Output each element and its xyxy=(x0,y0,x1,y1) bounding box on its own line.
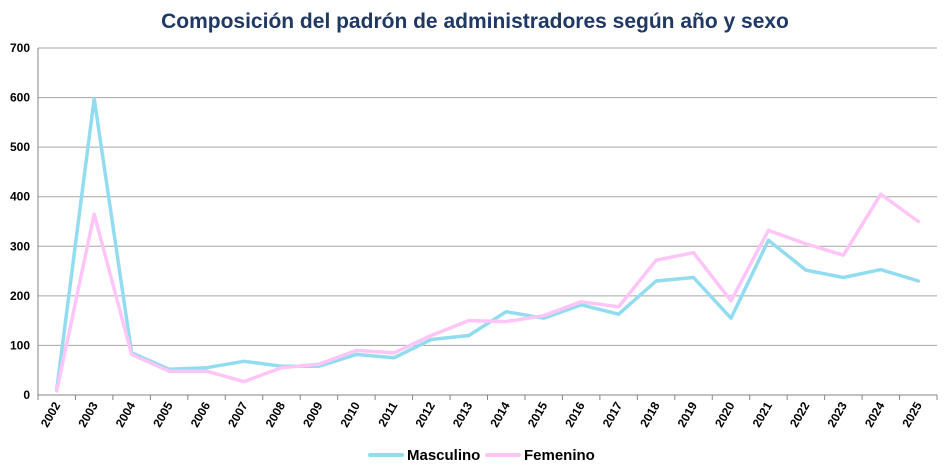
x-tick-label: 2022 xyxy=(787,399,813,429)
x-tick-label: 2021 xyxy=(750,399,776,429)
y-axis-tick-labels: 0 100 200 300 400 500 600 700 xyxy=(10,41,30,402)
x-axis-tick-labels: 2002 2003 2004 2005 2006 2007 2008 2009 2010 2011… xyxy=(38,399,925,429)
x-tick-label: 2005 xyxy=(150,399,176,429)
series-line-masculino xyxy=(54,96,921,392)
x-tick-label: 2003 xyxy=(75,399,101,429)
x-tick-label: 2008 xyxy=(263,399,289,429)
x-tick-label: 2006 xyxy=(188,399,214,429)
chart-title: Composición del padrón de administradore… xyxy=(161,10,789,33)
y-tick-label: 200 xyxy=(10,289,30,303)
x-tick-label: 2024 xyxy=(862,399,888,429)
gridlines xyxy=(37,47,938,400)
x-tick-label: 2014 xyxy=(487,399,513,429)
x-tick-label: 2020 xyxy=(712,399,738,429)
x-tick-label: 2017 xyxy=(600,399,626,429)
x-tick-label: 2010 xyxy=(338,399,364,429)
x-tick-label: 2002 xyxy=(38,399,64,429)
x-tick-label: 2015 xyxy=(525,399,551,429)
y-tick-label: 300 xyxy=(10,239,30,253)
x-tick-label: 2023 xyxy=(824,399,850,429)
x-tick-label: 2016 xyxy=(562,399,588,429)
legend-label-masculino: Masculino xyxy=(407,447,480,464)
x-tick-label: 2012 xyxy=(412,399,438,429)
legend-label-femenino: Femenino xyxy=(524,447,595,464)
y-tick-label: 700 xyxy=(10,41,30,55)
y-tick-label: 400 xyxy=(10,190,30,204)
x-tick-label: 2009 xyxy=(300,399,326,429)
y-tick-label: 600 xyxy=(10,91,30,105)
y-tick-label: 0 xyxy=(23,388,30,402)
x-tick-label: 2025 xyxy=(899,399,925,429)
x-tick-label: 2011 xyxy=(375,399,400,429)
x-tick-label: 2004 xyxy=(113,399,139,429)
series-lines xyxy=(54,96,921,393)
x-tick-label: 2019 xyxy=(675,399,701,429)
series-line-femenino xyxy=(54,192,921,393)
x-tick-label: 2007 xyxy=(225,399,251,429)
legend: Masculino Femenino xyxy=(368,447,595,464)
y-tick-label: 500 xyxy=(10,140,30,154)
x-tick-label: 2018 xyxy=(637,399,663,429)
x-tick-label: 2013 xyxy=(450,399,476,429)
y-tick-label: 100 xyxy=(10,338,30,352)
